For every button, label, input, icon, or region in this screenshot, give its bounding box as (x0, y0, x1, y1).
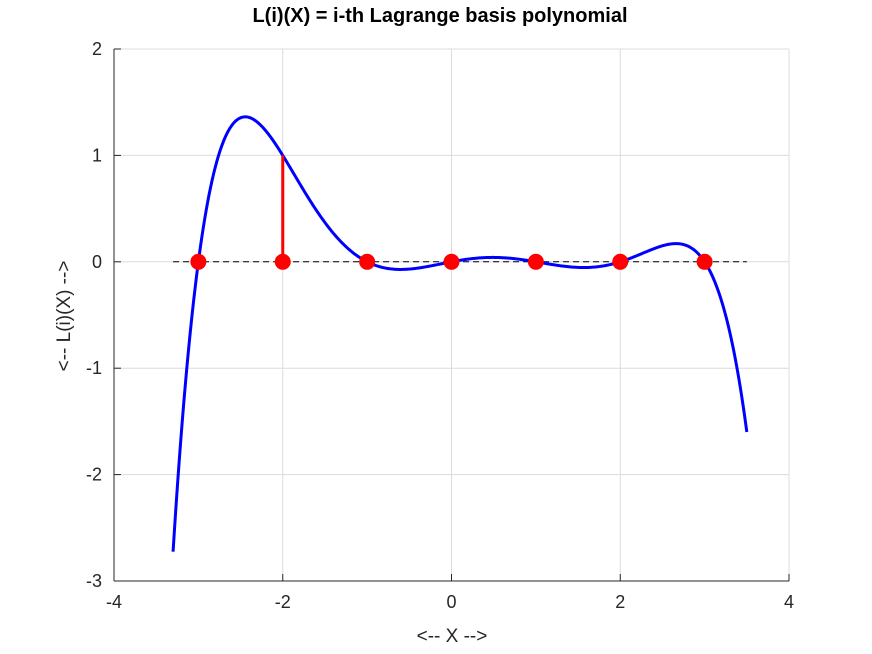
y-tick-label: 1 (92, 145, 102, 165)
y-tick-label: -1 (86, 358, 102, 378)
x-tick-label: 2 (615, 592, 625, 612)
chart-title: L(i)(X) = i-th Lagrange basis polynomial (252, 5, 627, 27)
x-axis-label: <-- X --> (417, 626, 488, 647)
y-tick-label: 2 (92, 39, 102, 59)
y-tick-label: 0 (92, 252, 102, 272)
node-point (696, 253, 713, 270)
x-tick-label: -4 (106, 592, 122, 612)
x-tick-label: 0 (446, 592, 456, 612)
basis-curve (171, 115, 749, 552)
node-point (274, 253, 291, 270)
node-point (359, 253, 376, 270)
node-point (190, 253, 207, 270)
node-point (443, 253, 460, 270)
grid (113, 48, 790, 582)
node-point (612, 253, 629, 270)
x-tick-label: 4 (784, 592, 794, 612)
ticks: -4 -2 0 2 4 -3 -2 -1 0 1 2 (86, 39, 794, 612)
x-tick-label: -2 (275, 592, 291, 612)
y-tick-label: -3 (86, 571, 102, 591)
y-axis-label: <-- L(i)(X) --> (54, 261, 75, 372)
node-point (527, 253, 544, 270)
marks (171, 115, 749, 552)
y-tick-label: -2 (86, 465, 102, 485)
